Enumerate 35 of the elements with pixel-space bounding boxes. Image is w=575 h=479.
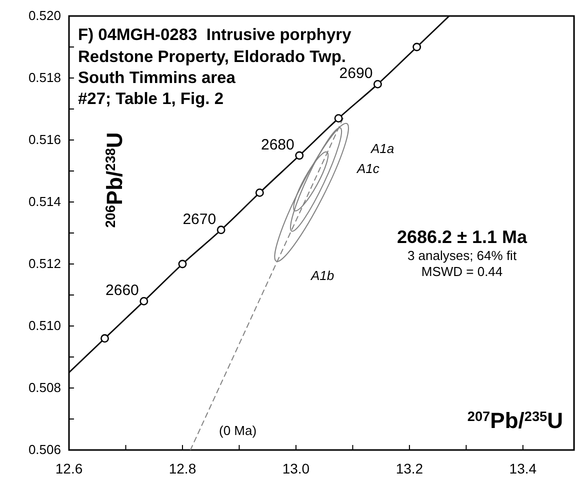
x-tick-label: 12.6 xyxy=(55,460,83,476)
point xyxy=(334,114,343,123)
annotation: 2660 xyxy=(106,282,139,300)
annotation: A1c xyxy=(356,161,380,176)
annotation: 2670 xyxy=(182,210,216,228)
x-tick-label: 13.2 xyxy=(396,460,424,476)
point xyxy=(100,334,109,343)
point xyxy=(295,151,304,160)
y-tick-label: 0.516 xyxy=(28,132,61,148)
y-tick-label: 0.512 xyxy=(28,256,61,272)
x-tick-label: 13.0 xyxy=(282,460,310,476)
annotation: 3 analyses; 64% fit xyxy=(407,248,517,263)
point xyxy=(373,80,382,88)
point xyxy=(140,296,148,306)
y-tick-label: 0.508 xyxy=(28,380,61,396)
point xyxy=(178,260,187,268)
x-axis-title: $^{207}$Pb/$^{235}$U xyxy=(467,408,563,433)
x-tick-label: 13.4 xyxy=(509,460,537,476)
y-tick-label: 0.518 xyxy=(28,70,61,86)
y-tick-label: 0.514 xyxy=(28,194,61,210)
point xyxy=(255,188,264,197)
x-tick-label: 12.8 xyxy=(168,460,196,476)
annotation: MSWD = 0.44 xyxy=(421,264,503,279)
y-tick-label: 0.506 xyxy=(28,442,61,458)
point xyxy=(216,226,226,234)
annotation: 2686.2 ± 1.1 Ma xyxy=(397,227,528,247)
y-tick-label: 0.520 xyxy=(28,8,61,24)
annotation: 2680 xyxy=(260,136,294,154)
point xyxy=(412,42,422,52)
text: F) 04MGH-0283 Intrusive porphyry xyxy=(78,26,352,44)
annotation: (0 Ma) xyxy=(219,423,257,438)
annotation: A1a xyxy=(370,141,394,156)
annotation: A1b xyxy=(310,268,334,283)
y-tick-label: 0.510 xyxy=(28,318,61,334)
annotation: 2690 xyxy=(339,65,373,82)
